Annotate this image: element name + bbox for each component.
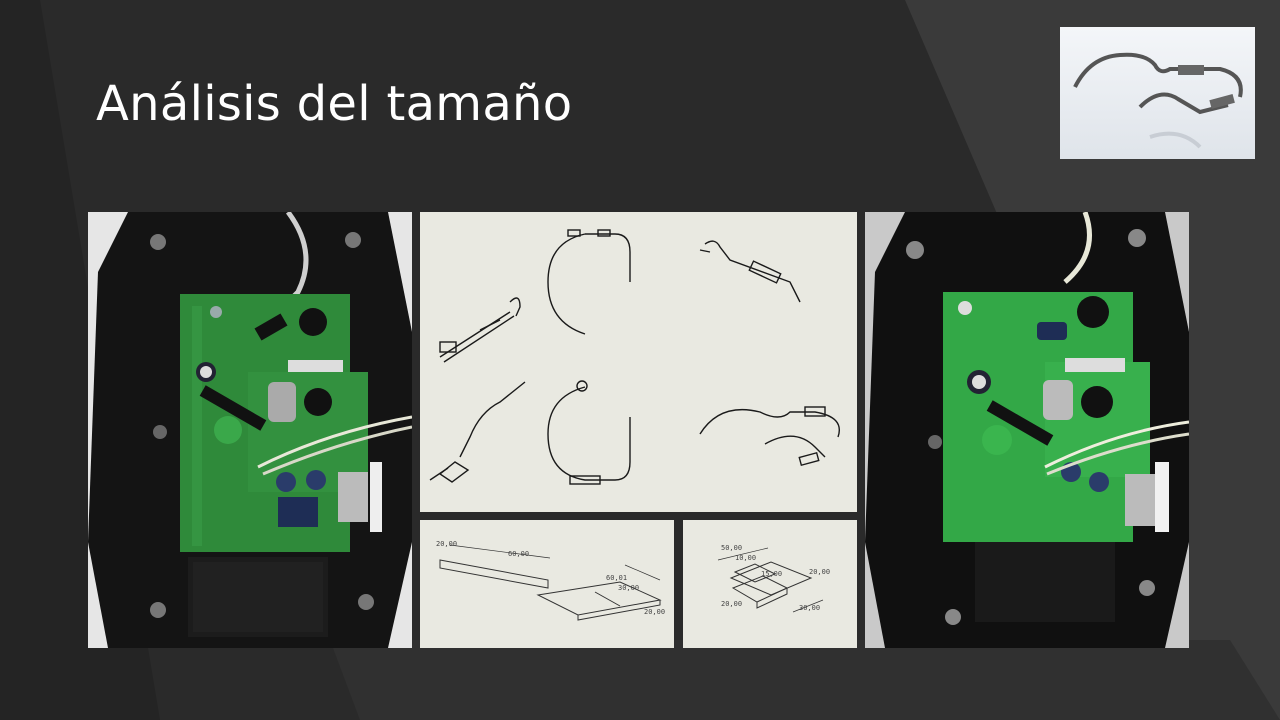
cad-render-icon	[1060, 27, 1255, 159]
cad-drawing-dimensions-1: 20,00 60,00 60,01 30,00 20,00	[420, 520, 674, 648]
dim-label: 30,00	[618, 584, 639, 592]
cad-drawing-dimensions-2: 50,00 10,00 15,00 20,00 20,00 30,00	[683, 520, 857, 648]
dim-label: 50,00	[721, 544, 742, 552]
pcb-photo-icon	[865, 212, 1189, 648]
cad-render-thumbnail	[1060, 27, 1255, 159]
cad-drawing-views	[420, 212, 857, 512]
dim-label: 30,00	[799, 604, 820, 612]
pcb-photo-left	[88, 212, 412, 648]
cad-drawing-icon	[429, 229, 840, 485]
dim-label: 10,00	[735, 554, 756, 562]
pcb-photo-right	[865, 212, 1189, 648]
slide-title: Análisis del tamaño	[96, 76, 573, 132]
dim-label: 15,00	[761, 570, 782, 578]
pcb-photo-icon	[88, 212, 412, 648]
dim-label: 20,00	[644, 608, 665, 616]
dim-label: 60,01	[606, 574, 627, 582]
plate-shape	[439, 559, 549, 589]
dim-label: 20,00	[809, 568, 830, 576]
dim-label: 60,00	[508, 550, 529, 558]
dim-label: 20,00	[721, 600, 742, 608]
dim-label: 20,00	[436, 540, 457, 548]
